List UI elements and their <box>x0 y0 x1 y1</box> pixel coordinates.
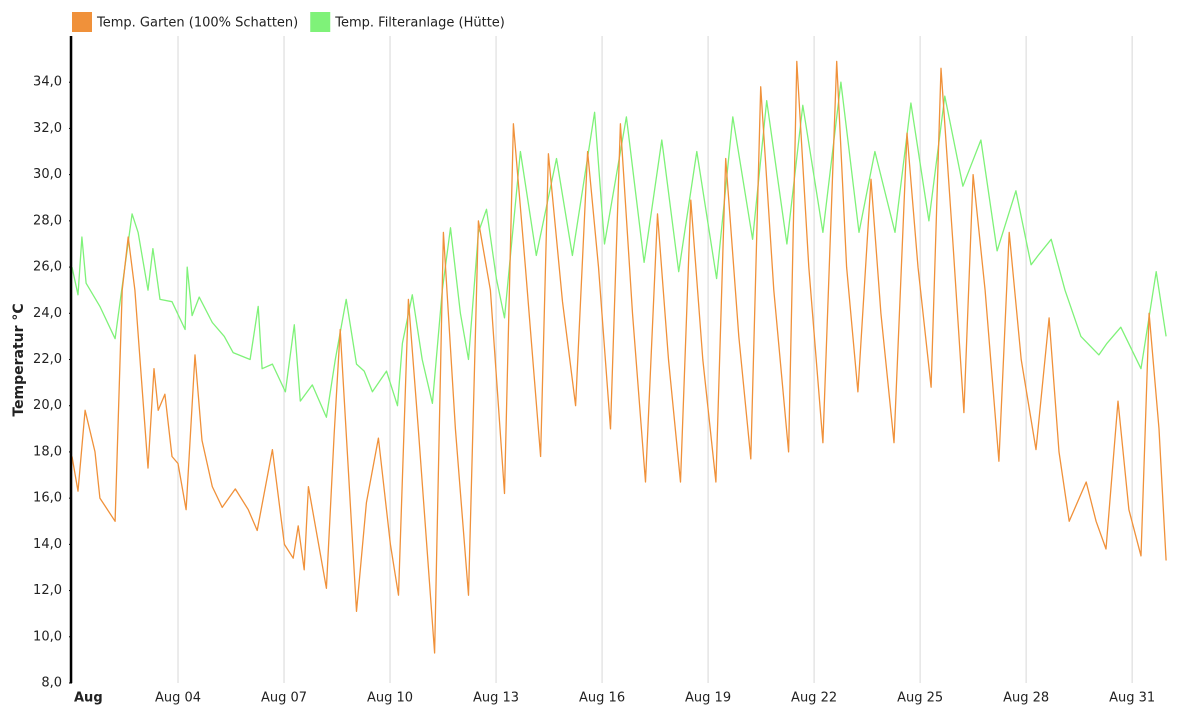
x-tick-label: Aug 04 <box>155 691 201 706</box>
x-tick-label: Aug 25 <box>897 691 943 706</box>
legend-text: Temp. Filteranlage (Hütte) <box>334 16 505 31</box>
y-tick-label: 22,0 <box>33 352 62 367</box>
series-line <box>71 60 1167 654</box>
x-tick-label: Aug 16 <box>579 691 625 706</box>
x-tick-label: Aug 07 <box>261 691 307 706</box>
x-tick-label: Aug 22 <box>791 691 837 706</box>
series-line <box>71 81 1167 418</box>
y-tick-label: 12,0 <box>33 583 62 598</box>
y-tick-label: 34,0 <box>33 75 62 90</box>
y-tick-label: 18,0 <box>33 444 62 459</box>
y-axis-title: Temperatur °C <box>11 303 27 416</box>
legend-text: Temp. Garten (100% Schatten) <box>96 16 298 31</box>
legend-swatch <box>310 12 331 32</box>
y-tick-label: 32,0 <box>33 121 62 136</box>
x-tick-label: Aug 13 <box>473 691 519 706</box>
y-tick-label: 16,0 <box>33 491 62 506</box>
x-tick-label: Aug 31 <box>1109 691 1155 706</box>
legend-swatch <box>72 12 92 32</box>
y-tick-label: 30,0 <box>33 167 62 182</box>
x-tick-label: Aug 10 <box>367 691 413 706</box>
y-tick-label: 10,0 <box>33 629 62 644</box>
y-tick-label: 26,0 <box>33 260 62 275</box>
x-tick-label: Aug 28 <box>1003 691 1049 706</box>
x-tick-label: Aug 19 <box>685 691 731 706</box>
y-tick-label: 14,0 <box>33 537 62 552</box>
y-tick-label: 24,0 <box>33 306 62 321</box>
y-tick-label: 8,0 <box>41 676 62 691</box>
y-tick-label: 20,0 <box>33 398 62 413</box>
x-tick-label: Aug <box>74 691 103 706</box>
y-tick-label: 28,0 <box>33 213 62 228</box>
